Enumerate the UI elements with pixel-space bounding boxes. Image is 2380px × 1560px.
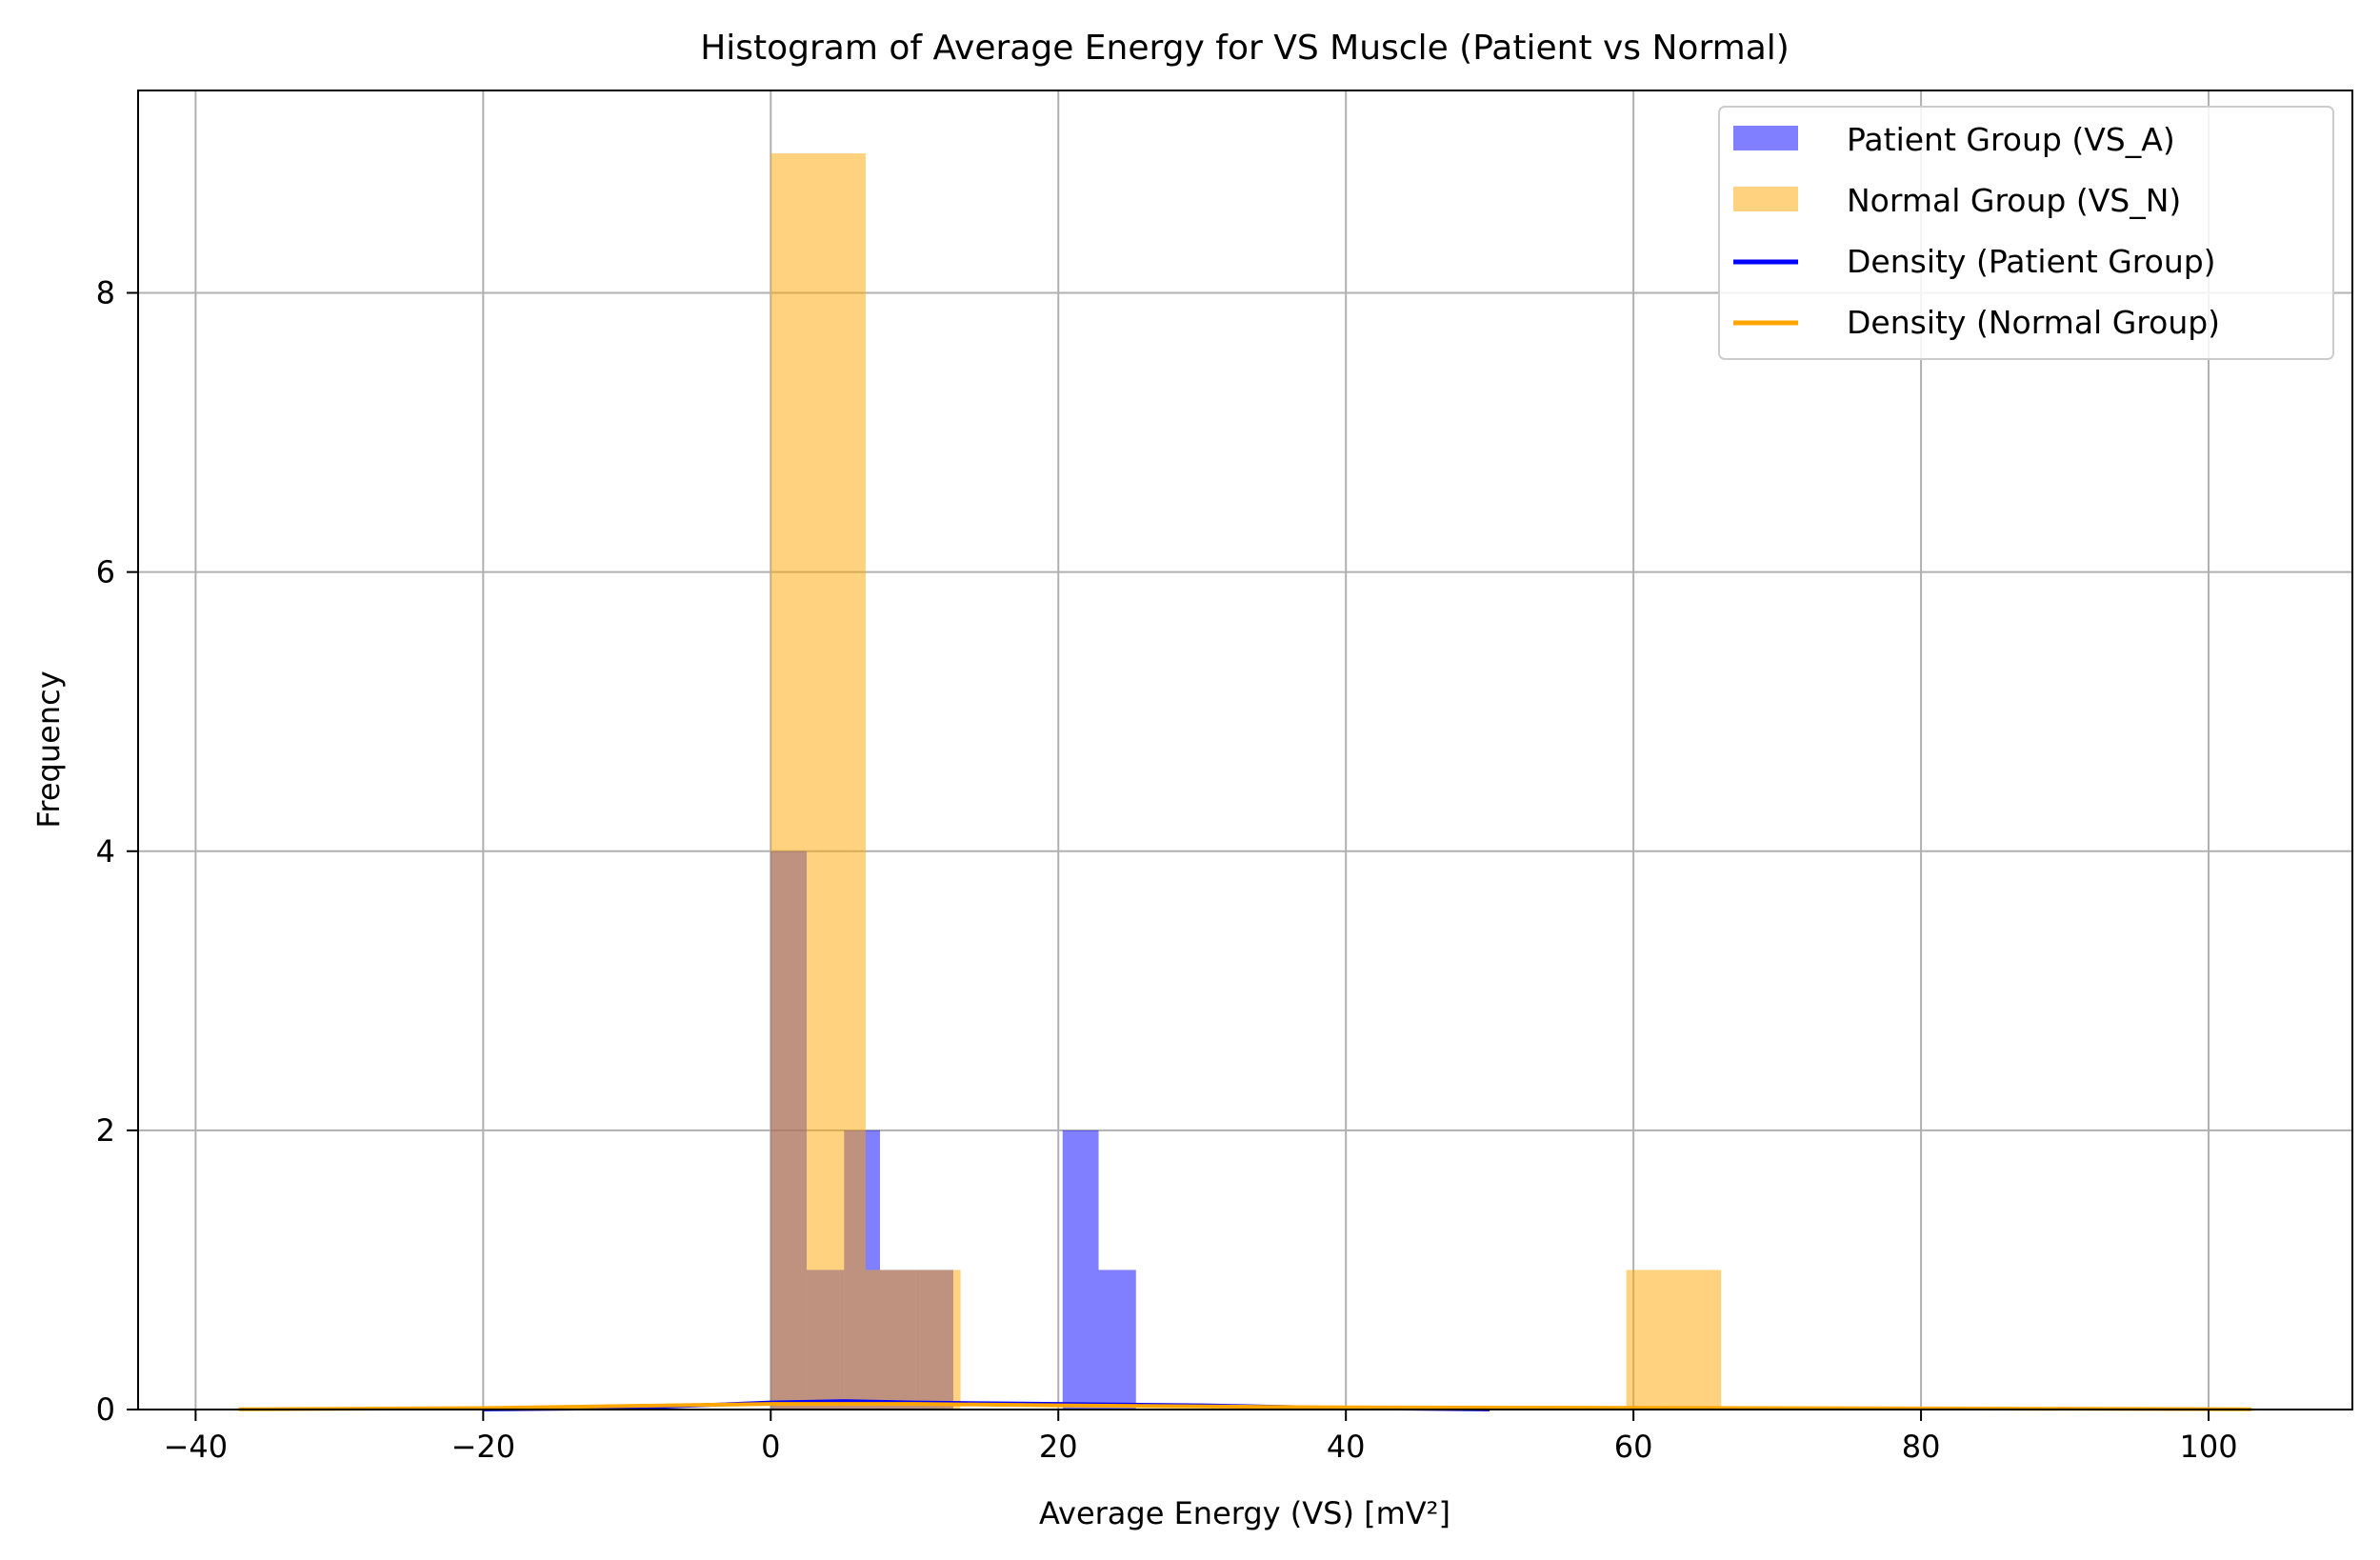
plot-frame <box>137 90 2353 1410</box>
legend-label-density-normal: Density (Normal Group) <box>1847 304 2220 341</box>
x-tick-label: 100 <box>2179 1429 2237 1465</box>
density-line-normal <box>238 1402 2252 1411</box>
legend-label-patient: Patient Group (VS_A) <box>1847 121 2175 158</box>
y-tick-label: 0 <box>96 1391 115 1428</box>
density-lines <box>238 1399 2252 1411</box>
legend-label-normal: Normal Group (VS_N) <box>1847 182 2181 219</box>
x-tick-label: 60 <box>1614 1429 1653 1465</box>
x-tick-label: 40 <box>1327 1429 1366 1465</box>
x-axis-label: Average Energy (VS) [mV²] <box>1039 1495 1450 1531</box>
normal-histogram-bars <box>770 152 1722 1410</box>
patient-bar-5 <box>1062 1130 1099 1410</box>
legend: Patient Group (VS_A) Normal Group (VS_N)… <box>1718 106 2334 360</box>
y-tick-label: 2 <box>96 1112 115 1149</box>
chart-title: Histogram of Average Energy for VS Muscl… <box>700 29 1790 68</box>
y-tick-label: 6 <box>96 554 115 590</box>
normal-bar-1 <box>865 1270 961 1410</box>
normal-bar-0 <box>770 152 866 1410</box>
x-tick-label: 80 <box>1902 1429 1941 1465</box>
y-axis-label: Frequency <box>30 670 67 828</box>
legend-swatch-patient <box>1733 126 1798 150</box>
legend-swatch-normal <box>1733 187 1798 211</box>
legend-box <box>1718 106 2334 360</box>
y-tick-label: 8 <box>96 275 115 311</box>
x-axis-ticks: −40 −20 0 20 40 60 80 100 <box>164 1410 2238 1465</box>
x-tick-label: −20 <box>451 1429 516 1465</box>
legend-label-density-patient: Density (Patient Group) <box>1847 243 2216 280</box>
normal-bar-2 <box>1626 1270 1722 1410</box>
y-axis-ticks: 0 2 4 6 8 <box>96 275 138 1428</box>
patient-bar-6 <box>1098 1270 1136 1410</box>
x-tick-label: 0 <box>761 1429 780 1465</box>
y-tick-label: 4 <box>96 833 115 870</box>
x-tick-label: 20 <box>1039 1429 1078 1465</box>
x-tick-label: −40 <box>164 1429 229 1465</box>
